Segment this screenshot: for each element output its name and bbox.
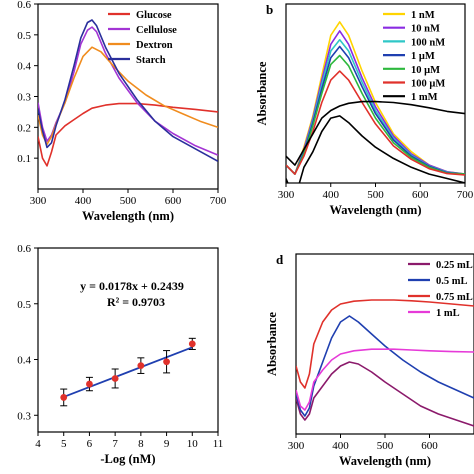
series-line-4 [296, 348, 474, 411]
x-tick-label: 7 [112, 438, 118, 450]
x-tick-label: 400 [75, 195, 92, 207]
legend-entry: 1 μM [411, 51, 435, 62]
series-line-1 [38, 102, 218, 167]
series-line-4 [38, 19, 218, 163]
data-point [163, 358, 170, 366]
panel-label: b [266, 2, 273, 17]
y-tick-label: 0.3 [17, 92, 31, 104]
legend-entry: 100 nM [411, 37, 445, 48]
legend-entry: Starch [136, 55, 166, 66]
x-tick-label: 4 [35, 438, 41, 450]
x-tick-label: 700 [457, 189, 474, 201]
data-point [60, 394, 68, 401]
x-tick-label: 11 [213, 438, 224, 450]
data-point [86, 380, 93, 388]
legend-entry: 1 mL [436, 308, 460, 319]
x-tick-label: 5 [61, 438, 67, 450]
series-group [296, 299, 474, 427]
y-tick-label: 0.6 [17, 0, 31, 11]
data-point [137, 362, 145, 370]
legend: 0.25 mL 0.5 mL 0.75 mL 1 mL [408, 260, 473, 319]
x-axis-label: Wavelength (nm) [339, 454, 431, 468]
legend-entry: Dextron [136, 40, 173, 51]
y-tick-label: 0.4 [17, 61, 31, 73]
x-tick-label: 400 [323, 189, 340, 201]
x-tick-label: 500 [367, 189, 384, 201]
legend: 1 nM 10 nM 100 nM 1 μM 10 μM 100 μM 1 mM [383, 10, 445, 103]
legend-entry: 0.75 mL [436, 292, 473, 303]
x-tick-label: 600 [412, 189, 429, 201]
x-axis-label: Wavelength (nm) [329, 203, 421, 217]
series-group [286, 21, 465, 183]
y-tick-label: 0.3 [17, 410, 31, 422]
x-axis-label: Wavelength (nm) [82, 209, 174, 223]
series-line-1 [296, 361, 474, 427]
x-tick-label: 9 [164, 438, 170, 450]
x-tick-label: 700 [210, 195, 227, 207]
panel-2: 300 400 500 600 700 Wavelength (nm) Absorbance… [255, 2, 474, 217]
data-point [188, 340, 196, 348]
r-squared: R² = 0.9703 [107, 295, 165, 309]
y-axis-label: Absorbance [265, 312, 279, 376]
fit-equation: y = 0.0178x + 0.2439 [80, 279, 184, 293]
y-tick-label: 0.1 [17, 153, 31, 165]
x-tick-label: 8 [138, 438, 144, 450]
series-line-8 [286, 115, 465, 183]
legend-entry: Cellulose [136, 25, 177, 36]
panel-4: 300 400 500 600 Wavelength (nm) Absorbance d 0.… [265, 252, 474, 468]
legend-entry: 10 μM [411, 65, 440, 76]
y-axis-label: Absorbance [255, 61, 269, 125]
legend-entry: 1 mM [411, 92, 438, 103]
y-tick-label: 0.5 [17, 299, 31, 311]
x-tick-label: 6 [87, 438, 93, 450]
legend-entry: Glucose [136, 10, 172, 21]
y-tick-label: 0.4 [17, 355, 31, 367]
x-tick-label: 600 [421, 440, 438, 452]
x-tick-label: 500 [377, 440, 394, 452]
legend-entry: 10 nM [411, 24, 440, 35]
panel-label: d [276, 252, 284, 267]
fit-line [63, 346, 193, 398]
x-tick-label: 400 [332, 440, 349, 452]
series-line-2 [296, 315, 474, 417]
data-point [111, 375, 119, 382]
x-axis-label: -Log (nM) [100, 452, 155, 466]
series-line-6 [286, 70, 465, 176]
legend-entry: 0.25 mL [436, 260, 473, 271]
x-tick-label: 500 [120, 195, 137, 207]
legend-entry: 0.5 mL [436, 276, 468, 287]
series-line-2 [38, 26, 218, 156]
x-tick-label: 600 [165, 195, 182, 207]
x-tick-label: 10 [187, 438, 199, 450]
series-group [38, 19, 218, 167]
y-tick-label: 0.5 [17, 30, 31, 42]
panel-1: 300 400 500 600 700 0.1 0.2 0.3 0.4 0.5 0.6 Wavelen… [17, 0, 227, 223]
legend: Glucose Cellulose Dextron Starch [108, 10, 177, 66]
series-line-7 [286, 100, 465, 166]
x-tick-label: 300 [278, 189, 295, 201]
legend-entry: 100 μM [411, 79, 445, 90]
legend-entry: 1 nM [411, 10, 435, 21]
y-tick-label: 0.2 [17, 122, 31, 134]
panel-3: 4 5 6 7 8 9 10 11 0.3 0.4 0.5 0.6 -Log (nM) y = 0.017… [17, 243, 223, 466]
y-tick-label: 0.6 [17, 243, 31, 255]
series-line-3 [296, 299, 474, 389]
plot-frame [37, 247, 219, 433]
series-line-3 [38, 46, 218, 146]
x-tick-label: 300 [288, 440, 305, 452]
x-tick-label: 300 [30, 195, 47, 207]
